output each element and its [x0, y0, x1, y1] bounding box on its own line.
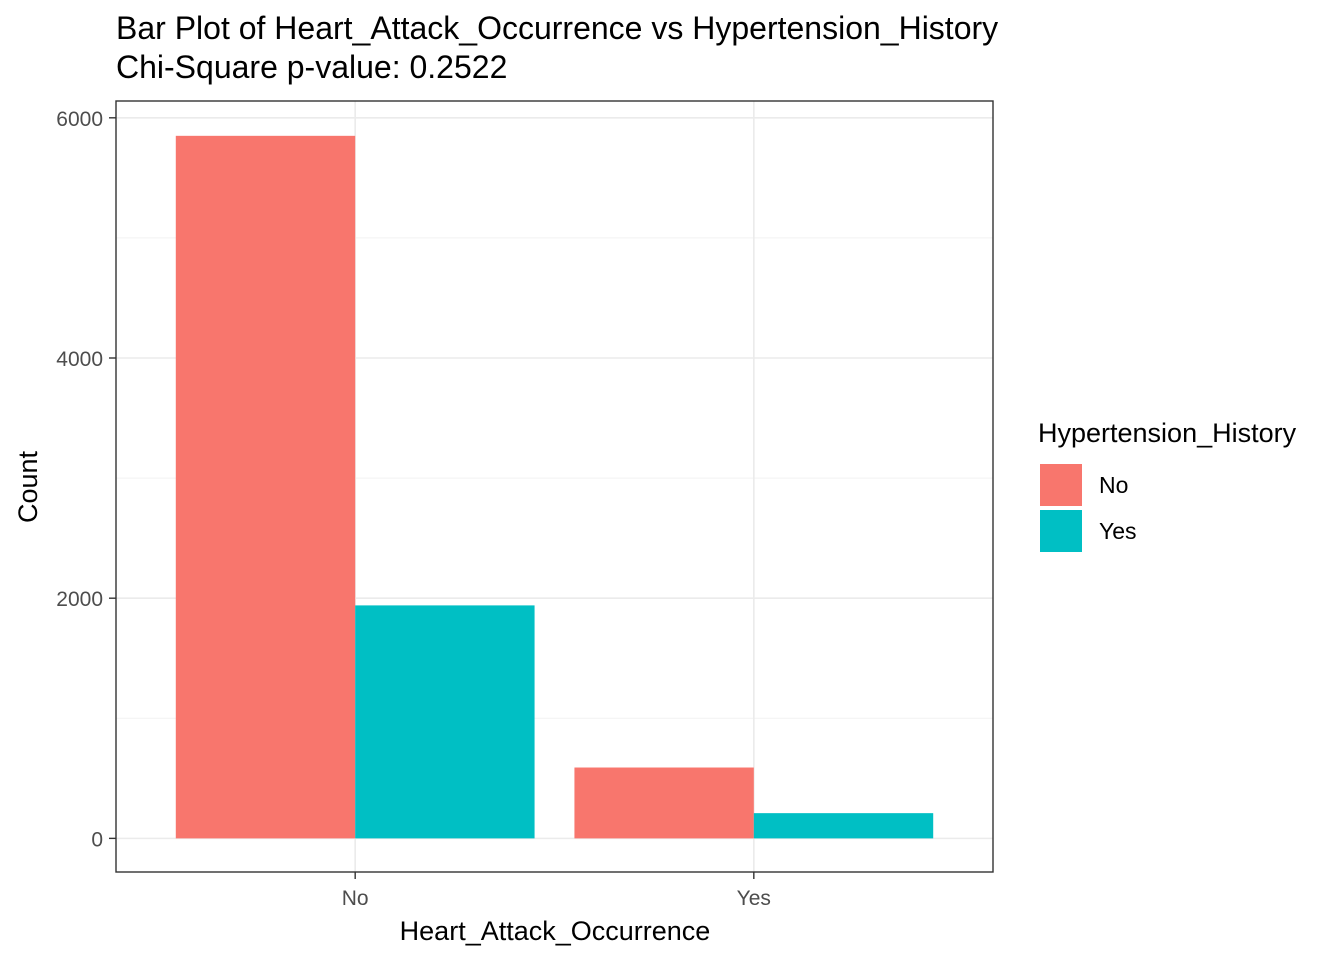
x-axis: No Yes: [342, 872, 771, 910]
y-tick-label: 4000: [56, 348, 103, 371]
x-tick-label: Yes: [737, 887, 771, 910]
y-tick-label: 2000: [56, 588, 103, 611]
bar-no-yes: [355, 605, 535, 839]
y-tick-label: 0: [91, 828, 103, 851]
chart-title: Bar Plot of Heart_Attack_Occurrence vs H…: [116, 10, 999, 46]
bar-yes-no: [574, 767, 754, 839]
legend-label-no: No: [1099, 471, 1129, 498]
y-tick-label: 6000: [56, 108, 103, 131]
y-axis: 0 2000 4000 6000: [56, 108, 116, 851]
legend-swatch-no: [1040, 464, 1082, 506]
plot-panel-border: [115, 100, 994, 873]
legend-label-yes: Yes: [1099, 517, 1137, 544]
legend-item-no: No: [1040, 464, 1128, 506]
bar-no-no: [175, 135, 356, 839]
legend-title: Hypertension_History: [1038, 418, 1297, 448]
y-axis-label: Count: [13, 450, 43, 523]
bars: [175, 135, 934, 839]
bar-yes-yes: [753, 813, 934, 839]
legend-swatch-yes: [1040, 510, 1082, 552]
legend-item-yes: Yes: [1040, 510, 1137, 552]
x-tick-label: No: [342, 887, 369, 910]
x-axis-label: Heart_Attack_Occurrence: [400, 916, 711, 946]
chart-subtitle: Chi-Square p-value: 0.2522: [116, 49, 508, 85]
